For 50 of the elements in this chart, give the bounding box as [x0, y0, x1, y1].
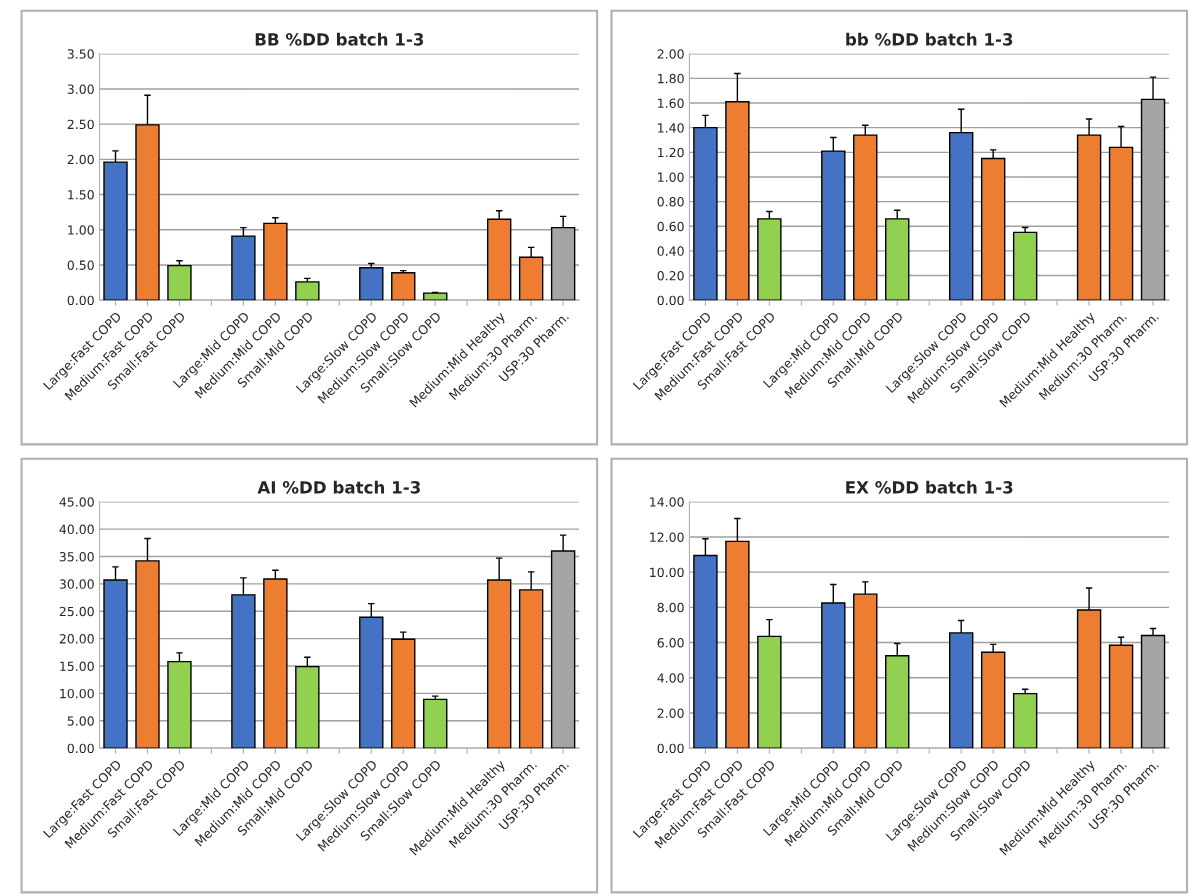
y-tick-label: 3.00 [67, 84, 94, 94]
y-tick-label: 1.60 [658, 98, 684, 108]
y-tick-label: 4.00 [657, 673, 684, 683]
y-tick-label: 30.00 [59, 579, 94, 589]
y-tick-label: 10.00 [60, 688, 94, 699]
y-tick-label: 5.00 [67, 716, 94, 726]
y-tick-label: 1.80 [658, 73, 684, 84]
y-tick-label: 0.50 [67, 260, 94, 270]
bar [423, 698, 448, 749]
y-tick-label: 0.80 [657, 197, 684, 207]
y-tick-label: 40.00 [59, 524, 94, 535]
y-tick-label: 2.00 [657, 708, 684, 718]
y-tick-label: 35.00 [59, 551, 94, 562]
y-tick-label: 45.00 [59, 497, 94, 507]
chart-title: BB %DD batch 1-3 [255, 32, 424, 46]
chart-title: EX %DD batch 1-3 [846, 480, 1013, 494]
y-tick-label: 8.00 [657, 602, 684, 613]
y-tick-label: 0.40 [657, 246, 684, 256]
y-tick-label: 0.00 [657, 295, 684, 306]
y-tick-label: 1.00 [68, 225, 94, 235]
y-tick-label: 20.00 [59, 634, 94, 644]
y-tick-label: 25.00 [59, 606, 94, 617]
bar [295, 281, 320, 301]
y-tick-label: 6.00 [657, 638, 684, 648]
y-tick-label: 0.20 [657, 270, 684, 281]
y-tick-label: 2.50 [67, 119, 94, 130]
y-tick-label: 12.00 [650, 532, 684, 542]
bar [1012, 231, 1038, 301]
bar [263, 222, 288, 301]
bar [359, 267, 384, 301]
y-tick-label: 0.00 [67, 295, 94, 306]
y-tick-label: 0.00 [657, 743, 684, 754]
y-tick-label: 0.00 [67, 743, 94, 754]
bar [167, 264, 192, 301]
y-tick-label: 3.50 [67, 49, 94, 59]
y-tick-label: 1.50 [68, 190, 94, 200]
y-tick-label: 10.00 [650, 567, 684, 578]
bar [423, 292, 448, 301]
y-tick-label: 14.00 [650, 497, 684, 507]
y-tick-label: 1.20 [658, 147, 684, 158]
y-tick-label: 0.60 [657, 221, 684, 232]
chart-title: bb %DD batch 1-3 [846, 32, 1013, 46]
y-tick-label: 2.00 [657, 49, 684, 59]
y-tick-label: 15.00 [60, 661, 94, 671]
bar [1012, 692, 1038, 749]
y-tick-label: 1.40 [658, 123, 684, 133]
chart-title: AI %DD batch 1-3 [257, 480, 420, 494]
bar [391, 272, 416, 301]
y-tick-label: 2.00 [67, 154, 94, 165]
y-tick-label: 1.00 [658, 172, 684, 182]
